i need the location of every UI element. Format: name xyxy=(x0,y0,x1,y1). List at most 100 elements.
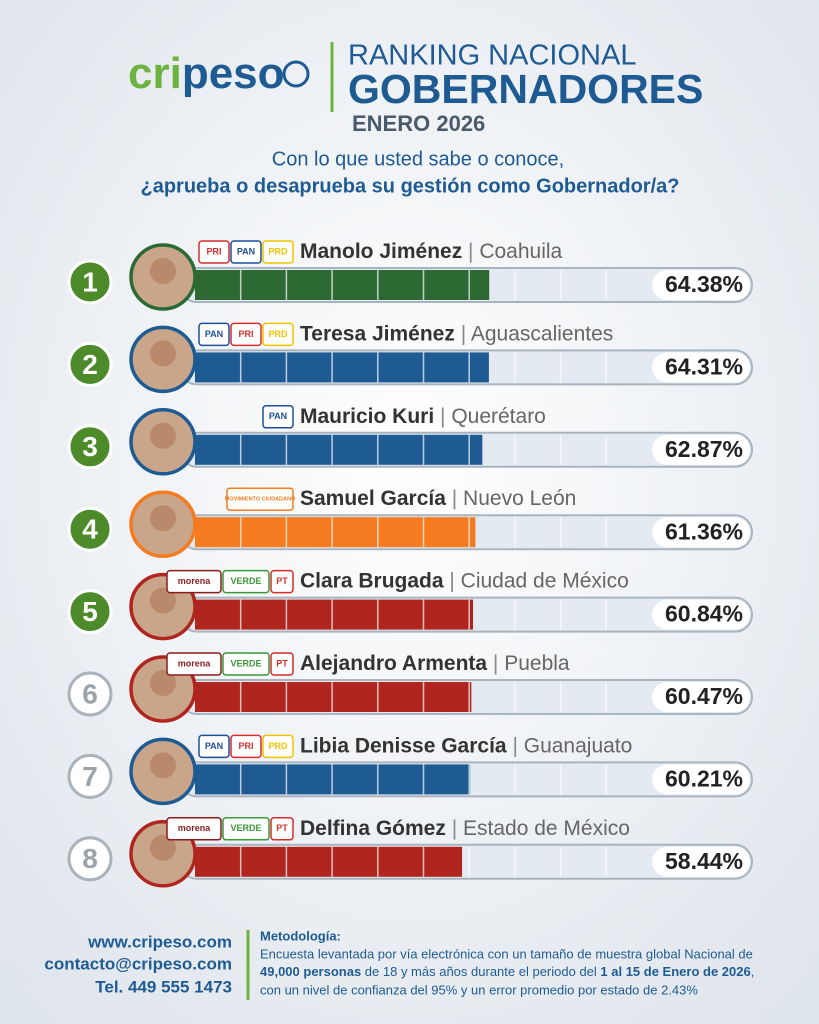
value-label: 61.36% xyxy=(665,518,743,544)
bar xyxy=(195,434,483,465)
brand-target xyxy=(282,60,310,88)
name: Samuel García xyxy=(300,487,446,510)
rank-badge xyxy=(67,424,113,470)
ranking: 64.38% 1 Manolo Jiménez | Coahuila PRD PAN PR… xyxy=(67,240,753,888)
region: Estado de México xyxy=(463,816,630,839)
party-name: VERDE xyxy=(230,658,261,668)
rank: 2 xyxy=(82,349,98,380)
photo-head xyxy=(150,258,176,284)
party-name: PT xyxy=(276,576,288,586)
party-name: PT xyxy=(276,658,288,668)
question: ¿aprueba o desaprueba su gestión como Go… xyxy=(141,175,680,197)
value-box xyxy=(652,846,750,877)
bar xyxy=(195,270,490,300)
email: contacto@cripeso.com xyxy=(44,954,232,973)
name-line: Alejandro Armenta | Puebla xyxy=(300,652,570,675)
name: Clara Brugada xyxy=(300,569,444,592)
bar xyxy=(195,682,472,712)
title-2: GOBERNADORES xyxy=(348,66,703,112)
value-box xyxy=(652,434,750,465)
value-box xyxy=(652,682,750,712)
party-logo xyxy=(270,569,294,594)
rank-badge xyxy=(67,589,113,635)
separator: | xyxy=(446,487,463,510)
value-label: 62.87% xyxy=(665,436,743,462)
method-text: con un nivel de confianza del 95% y un e… xyxy=(260,982,698,997)
party-name: PRD xyxy=(268,246,288,256)
separator: | xyxy=(507,734,524,757)
party-name: PRI xyxy=(238,741,253,751)
separator: | xyxy=(444,569,461,592)
bar xyxy=(195,846,463,877)
photo-head xyxy=(150,670,176,696)
party-logo xyxy=(230,734,262,759)
brand: cripeso xyxy=(128,49,285,98)
party-name: PAN xyxy=(205,741,223,751)
phone: Tel. 449 555 1473 xyxy=(95,977,232,996)
photo-head xyxy=(150,587,176,614)
party-name: PRD xyxy=(268,329,288,339)
party-name: morena xyxy=(178,658,212,668)
separator: | xyxy=(434,404,451,427)
party-name: MOVIMIENTO CIUDADANO xyxy=(225,497,296,503)
value-label: 60.84% xyxy=(665,601,743,627)
party-logo xyxy=(262,734,294,759)
party-logo xyxy=(262,322,294,347)
value-label: 64.31% xyxy=(665,353,743,379)
value-box xyxy=(652,270,750,300)
name-line: Teresa Jiménez | Aguascalientes xyxy=(300,322,613,345)
rank-badge xyxy=(67,753,113,799)
region: Coahuila xyxy=(479,240,562,263)
separator: | xyxy=(455,322,471,345)
name: Delfina Gómez xyxy=(300,816,446,839)
bar xyxy=(195,599,474,630)
name-line: Mauricio Kuri | Querétaro xyxy=(300,404,546,427)
bar xyxy=(195,352,489,383)
region: Nuevo León xyxy=(463,487,576,510)
name-line: Manolo Jiménez | Coahuila xyxy=(300,240,563,263)
region: Querétaro xyxy=(451,404,546,427)
photo-head xyxy=(150,752,176,779)
title-3: ENERO 2026 xyxy=(352,111,485,136)
value-label: 58.44% xyxy=(665,848,743,874)
photo-head xyxy=(150,422,176,449)
region: Puebla xyxy=(504,652,570,675)
party-logo xyxy=(222,652,270,676)
party-logo xyxy=(230,240,262,264)
rank: 5 xyxy=(82,596,98,627)
party-name: PAN xyxy=(237,246,255,256)
party-logo xyxy=(222,569,270,594)
region: Aguascalientes xyxy=(471,322,613,345)
party-logo xyxy=(222,817,270,841)
title-1: RANKING NACIONAL xyxy=(348,40,636,72)
name: Mauricio Kuri xyxy=(300,404,434,427)
region: Guanajuato xyxy=(524,734,633,757)
party-logo xyxy=(166,817,222,841)
value-box xyxy=(652,599,750,630)
website: www.cripeso.com xyxy=(87,932,232,951)
rank: 1 xyxy=(82,266,98,297)
party-name: VERDE xyxy=(230,576,261,586)
value-label: 60.21% xyxy=(665,765,743,791)
name-line: Samuel García | Nuevo León xyxy=(300,487,576,510)
method-text: 49,000 personas de 18 y más años durante… xyxy=(260,964,754,979)
party-name: PAN xyxy=(269,411,287,421)
name: Alejandro Armenta xyxy=(300,652,487,675)
party-name: PRI xyxy=(238,329,253,339)
party-logo xyxy=(166,569,222,594)
party-logo xyxy=(198,322,230,347)
party-logo xyxy=(262,240,294,264)
separator: | xyxy=(462,240,479,263)
rank: 3 xyxy=(82,431,98,462)
photo-head xyxy=(150,834,176,861)
rank-badge xyxy=(67,259,113,305)
rank: 6 xyxy=(82,678,98,709)
method-title: Metodología: xyxy=(260,928,341,943)
party-logo xyxy=(226,487,294,511)
rank-badge xyxy=(67,506,113,552)
region: Ciudad de México xyxy=(461,569,629,592)
rank-badge xyxy=(67,671,113,717)
party-name: morena xyxy=(178,823,212,833)
value-label: 60.47% xyxy=(665,683,743,709)
rank-badge xyxy=(67,836,113,882)
